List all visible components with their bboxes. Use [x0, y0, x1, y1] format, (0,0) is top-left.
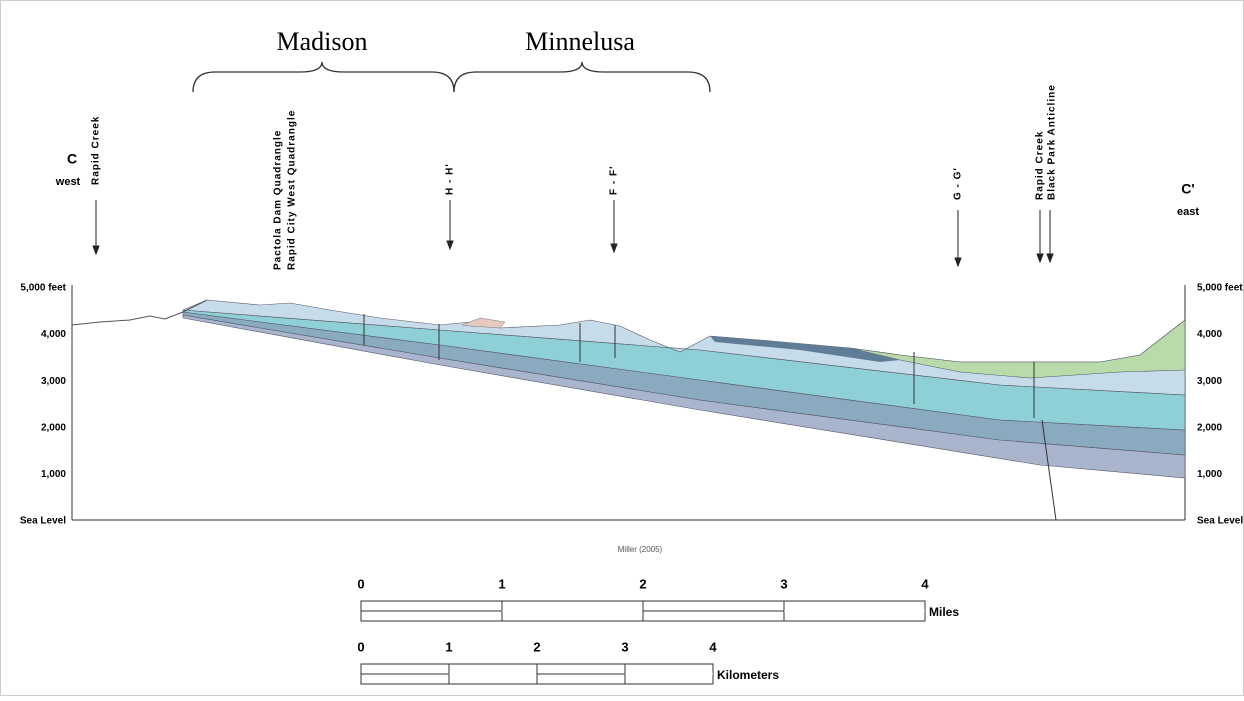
scale-unit: Kilometers [717, 668, 779, 682]
elevation-label: 4,000 [1197, 329, 1222, 340]
site-label: Rapid City West Quadrangle [287, 110, 298, 270]
direction: west [55, 176, 81, 188]
site-label: F - F' [609, 166, 620, 195]
page: Madison Minnelusa C west Rapid Creek C' … [0, 0, 1244, 696]
direction: east [1177, 206, 1199, 218]
scale-tick: 0 [357, 639, 364, 654]
scale-tick: 4 [921, 576, 929, 591]
site-label: Black Park Anticline [1047, 84, 1058, 200]
formation-label: Madison [277, 27, 368, 56]
elevation-label: Sea Level [20, 516, 66, 527]
section-end: C' [1181, 181, 1194, 197]
scale-tick: 4 [709, 639, 717, 654]
formation-label: Minnelusa [525, 27, 635, 56]
scale-tick: 3 [780, 576, 787, 591]
site-label: Rapid Creek [91, 116, 102, 185]
site-label: Rapid Creek [1035, 131, 1046, 200]
site-label: G - G' [953, 167, 964, 200]
elevation-label: 3,000 [41, 376, 66, 387]
scale-tick: 2 [533, 639, 540, 654]
elevation-label: 3,000 [1197, 376, 1222, 387]
elevation-label: 5,000 feet [20, 283, 66, 294]
scale-tick: 1 [498, 576, 505, 591]
scale-tick: 2 [639, 576, 646, 591]
elevation-label: 2,000 [1197, 422, 1222, 433]
elevation-label: 2,000 [41, 422, 66, 433]
site-label: Pactola Dam Quadrangle [273, 130, 284, 270]
scale-unit: Miles [929, 605, 959, 619]
source: Miller (2005) [618, 545, 663, 554]
elevation-label: 5,000 feet [1197, 283, 1243, 294]
site-label: H - H' [445, 163, 456, 195]
scale-tick: 3 [621, 639, 628, 654]
scale-tick: 0 [357, 576, 364, 591]
scale-tick: 1 [445, 639, 452, 654]
elevation-label: Sea Level [1197, 516, 1243, 527]
elevation-label: 1,000 [1197, 469, 1222, 480]
elevation-label: 1,000 [41, 469, 66, 480]
section-end: C [67, 151, 77, 167]
elevation-label: 4,000 [41, 329, 66, 340]
